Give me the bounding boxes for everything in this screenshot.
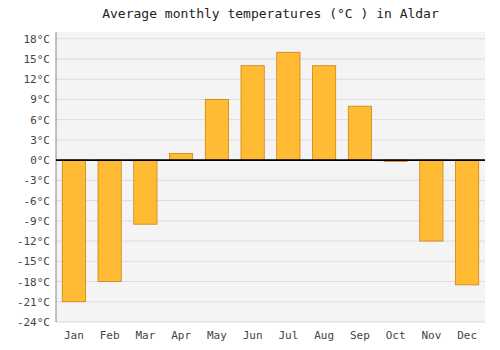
grid-line [56, 79, 485, 80]
bar [348, 106, 371, 160]
y-axis-line [56, 32, 57, 322]
y-tick-label: -24°C [17, 316, 50, 329]
plot-background [56, 32, 485, 322]
y-tick-label: -9°C [24, 215, 51, 228]
baseline [56, 159, 485, 161]
y-axis: -24°C -21°C -18°C -15°C -12°C -9°C -6°C -3°C 0°C… [17, 32, 56, 329]
x-tick-label: Nov [421, 329, 441, 342]
bar [170, 153, 193, 160]
chart: Average monthly temperatures (°C ) in Al… [0, 0, 500, 350]
bar [277, 52, 300, 160]
y-tick-label: 3°C [30, 134, 50, 147]
x-tick-label: Oct [386, 329, 406, 342]
x-tick-label: Sep [350, 329, 370, 342]
bar [134, 160, 157, 224]
bars [62, 52, 478, 302]
bar [98, 160, 121, 281]
x-tick-label: Jun [243, 329, 263, 342]
x-axis: Jan Feb Mar Apr May Jun Jul Aug Sep Oct Nov Dec [64, 329, 477, 342]
y-tick-label: -6°C [24, 195, 51, 208]
y-tick-label: 12°C [24, 73, 51, 86]
x-tick-label: Mar [135, 329, 155, 342]
y-tick-label: 6°C [30, 114, 50, 127]
y-tick-label: -15°C [17, 255, 50, 268]
bar [241, 66, 264, 160]
y-tick-label: 15°C [24, 53, 51, 66]
grid-line [56, 38, 485, 39]
x-tick-label: Apr [171, 329, 191, 342]
bar [456, 160, 479, 285]
y-tick-label: -12°C [17, 235, 50, 248]
bar [205, 99, 228, 160]
y-tick-label: -21°C [17, 296, 50, 309]
x-tick-label: Dec [457, 329, 477, 342]
y-tick-label: 9°C [30, 93, 50, 106]
y-tick-label: -3°C [24, 174, 51, 187]
y-tick-label: -18°C [17, 276, 50, 289]
title: Average monthly temperatures (°C ) in Al… [102, 6, 439, 21]
bar [62, 160, 85, 302]
grid-line [56, 99, 485, 100]
bar [313, 66, 336, 160]
grid-line [56, 322, 485, 323]
bar [420, 160, 443, 241]
grid-line [56, 160, 485, 161]
x-tick-label: Jan [64, 329, 84, 342]
x-tick-label: Feb [100, 329, 120, 342]
y-tick-label: 18°C [24, 33, 51, 46]
x-tick-label: Aug [314, 329, 334, 342]
x-tick-label: Jul [278, 329, 298, 342]
grid-line [56, 301, 485, 302]
grid [56, 39, 485, 322]
grid-line [56, 58, 485, 59]
grid-line [56, 119, 485, 120]
y-tick-label: 0°C [30, 154, 50, 167]
x-tick-label: May [207, 329, 227, 342]
grid-line [56, 139, 485, 140]
